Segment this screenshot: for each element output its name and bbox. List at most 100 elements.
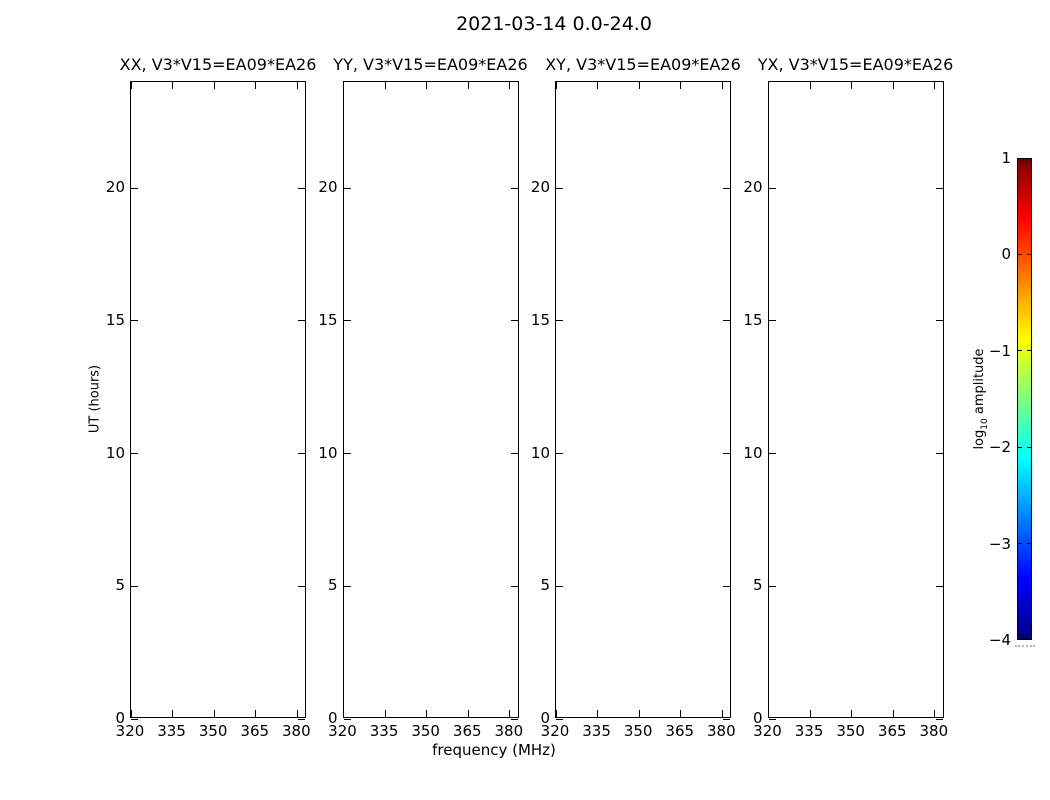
x-tick <box>597 710 599 717</box>
x-tick-label: 350 <box>198 722 228 740</box>
subplot-title: XX, V3*V15=EA09*EA26 <box>119 55 317 74</box>
colorbar-tick-mark <box>1027 446 1031 448</box>
x-tick <box>296 82 298 89</box>
x-tick-label: 380 <box>281 722 311 740</box>
x-tick <box>172 710 174 717</box>
y-tick <box>343 453 351 455</box>
x-tick <box>384 710 386 717</box>
colorbar-tick-mark <box>1018 446 1022 448</box>
y-tick-label: 15 <box>743 310 763 329</box>
x-tick <box>130 82 132 89</box>
figure-title: 2021-03-14 0.0-24.0 <box>456 13 652 35</box>
x-tick <box>343 82 344 89</box>
y-tick <box>768 187 776 189</box>
y-tick-label: 10 <box>743 443 763 462</box>
x-tick-label: 320 <box>115 722 145 740</box>
x-tick <box>892 710 894 717</box>
y-tick <box>935 320 943 322</box>
y-tick <box>768 718 776 720</box>
x-tick <box>680 710 682 717</box>
x-tick-label: 350 <box>411 722 440 740</box>
y-tick <box>768 453 776 455</box>
colorbar-tick-mark <box>1018 350 1022 352</box>
y-tick <box>935 453 943 455</box>
colorbar-dotted-underline <box>1015 645 1035 647</box>
y-tick <box>131 320 138 322</box>
y-tick <box>298 718 305 720</box>
x-tick <box>851 710 853 717</box>
y-tick <box>723 585 730 587</box>
x-tick-label: 335 <box>369 722 399 740</box>
x-tick <box>255 710 257 717</box>
y-tick-label: 0 <box>327 709 338 727</box>
x-tick-label: 365 <box>452 722 482 740</box>
x-tick <box>768 710 769 717</box>
y-tick-label: 20 <box>743 178 763 197</box>
subplot-yy: YY, V3*V15=EA09*EA26 320 335 350 365 380 0 5 10 1… <box>318 55 527 740</box>
colorbar-tick-mark <box>1018 253 1022 255</box>
y-tick-label: 10 <box>105 443 125 462</box>
x-tick <box>809 710 811 717</box>
y-tick <box>768 585 776 587</box>
colorbar-tick-mark <box>1027 543 1031 545</box>
y-tick <box>510 320 518 322</box>
y-tick-label: 0 <box>752 709 763 727</box>
y-tick <box>556 453 563 455</box>
y-tick <box>131 187 138 189</box>
y-tick <box>298 453 305 455</box>
x-tick <box>851 82 853 89</box>
subplot-title: YX, V3*V15=EA09*EA26 <box>757 55 954 74</box>
x-tick <box>467 710 469 717</box>
x-tick <box>509 82 511 89</box>
x-tick-label: 335 <box>582 722 611 740</box>
x-tick-label: 350 <box>836 722 865 740</box>
x-tick <box>255 82 257 89</box>
x-tick-label: 320 <box>540 722 570 740</box>
x-tick-label: 380 <box>494 722 524 740</box>
colorbar-minor-ticks-top <box>1020 159 1029 164</box>
x-tick-label: 365 <box>665 722 695 740</box>
subplot-xx: XX, V3*V15=EA09*EA26 320 335 350 365 380 0 5 10 1… <box>106 55 316 740</box>
y-tick <box>556 187 563 189</box>
y-tick-label: 5 <box>115 576 125 595</box>
colorbar-label-prefix: log <box>972 429 988 450</box>
y-tick-label: 5 <box>540 576 550 595</box>
plot-area <box>767 81 944 720</box>
y-tick <box>343 718 351 720</box>
colorbar-label-suffix: amplitude <box>972 348 988 419</box>
x-tick <box>555 710 557 717</box>
x-tick <box>768 82 769 89</box>
x-tick <box>213 710 215 717</box>
y-tick-label: 20 <box>530 178 550 197</box>
x-tick-label: 380 <box>706 722 736 740</box>
plot-area <box>130 81 306 720</box>
x-tick <box>934 710 936 717</box>
y-tick <box>510 453 518 455</box>
colorbar-gradient <box>1017 158 1032 640</box>
y-tick-label: 20 <box>318 178 338 197</box>
y-tick <box>343 320 351 322</box>
y-tick <box>935 585 943 587</box>
y-tick <box>298 320 305 322</box>
colorbar-tick-mark <box>1018 543 1022 545</box>
colorbar-label: log10 amplitude <box>972 348 990 449</box>
y-tick <box>556 320 563 322</box>
x-tick <box>892 82 894 89</box>
y-tick <box>131 718 138 720</box>
y-tick <box>131 585 138 587</box>
x-tick-label: 380 <box>919 722 949 740</box>
x-tick-label: 365 <box>877 722 907 740</box>
y-tick <box>343 585 351 587</box>
colorbar-tick-label: −4 <box>988 631 1011 649</box>
plot-area <box>555 81 731 720</box>
colorbar-label-subscript: 10 <box>979 418 990 430</box>
y-tick-label: 5 <box>752 576 763 595</box>
y-tick-label: 20 <box>105 178 125 197</box>
y-tick <box>131 453 138 455</box>
x-tick <box>809 82 811 89</box>
colorbar-tick-label: 1 <box>1001 149 1011 167</box>
y-tick <box>556 585 563 587</box>
x-tick-label: 335 <box>794 722 824 740</box>
y-tick <box>343 187 351 189</box>
